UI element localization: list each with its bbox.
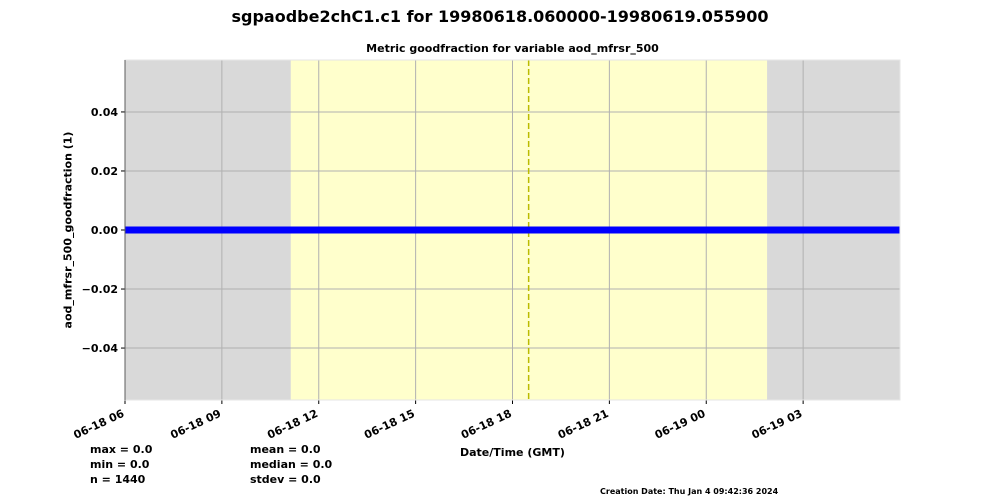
creation-date: Creation Date: Thu Jan 4 09:42:36 2024 [600, 487, 779, 496]
stat-n: n = 1440 [90, 473, 146, 486]
x-tick-label: 06-18 15 [362, 407, 417, 442]
stats-left: max = 0.0 min = 0.0 n = 1440 [90, 442, 152, 487]
y-tick-label: −0.02 [82, 283, 118, 296]
chart-title: sgpaodbe2chC1.c1 for 19980618.060000-199… [231, 7, 769, 26]
x-tick-label: 06-18 09 [168, 407, 223, 442]
stat-min: min = 0.0 [90, 458, 150, 471]
x-tick-label: 06-18 21 [556, 407, 611, 442]
chart-subtitle: Metric goodfraction for variable aod_mfr… [366, 42, 659, 55]
stat-max: max = 0.0 [90, 443, 153, 456]
stat-stdev: stdev = 0.0 [250, 473, 321, 486]
y-tick-label: 0.02 [91, 165, 118, 178]
x-tick-label: 06-18 18 [459, 407, 514, 442]
x-axis-label: Date/Time (GMT) [460, 446, 565, 459]
y-tick-label: 0.04 [91, 106, 118, 119]
x-tick-label: 06-19 03 [750, 407, 805, 442]
x-tick-label: 06-19 00 [653, 407, 708, 442]
x-tick-label: 06-18 06 [72, 407, 127, 442]
stat-median: median = 0.0 [250, 458, 333, 471]
x-tick-label: 06-18 12 [265, 407, 320, 442]
y-tick-label: −0.04 [82, 342, 119, 355]
stats-right: mean = 0.0 median = 0.0 stdev = 0.0 [250, 442, 332, 487]
y-tick-label: 0.00 [91, 224, 118, 237]
stat-mean: mean = 0.0 [250, 443, 321, 456]
